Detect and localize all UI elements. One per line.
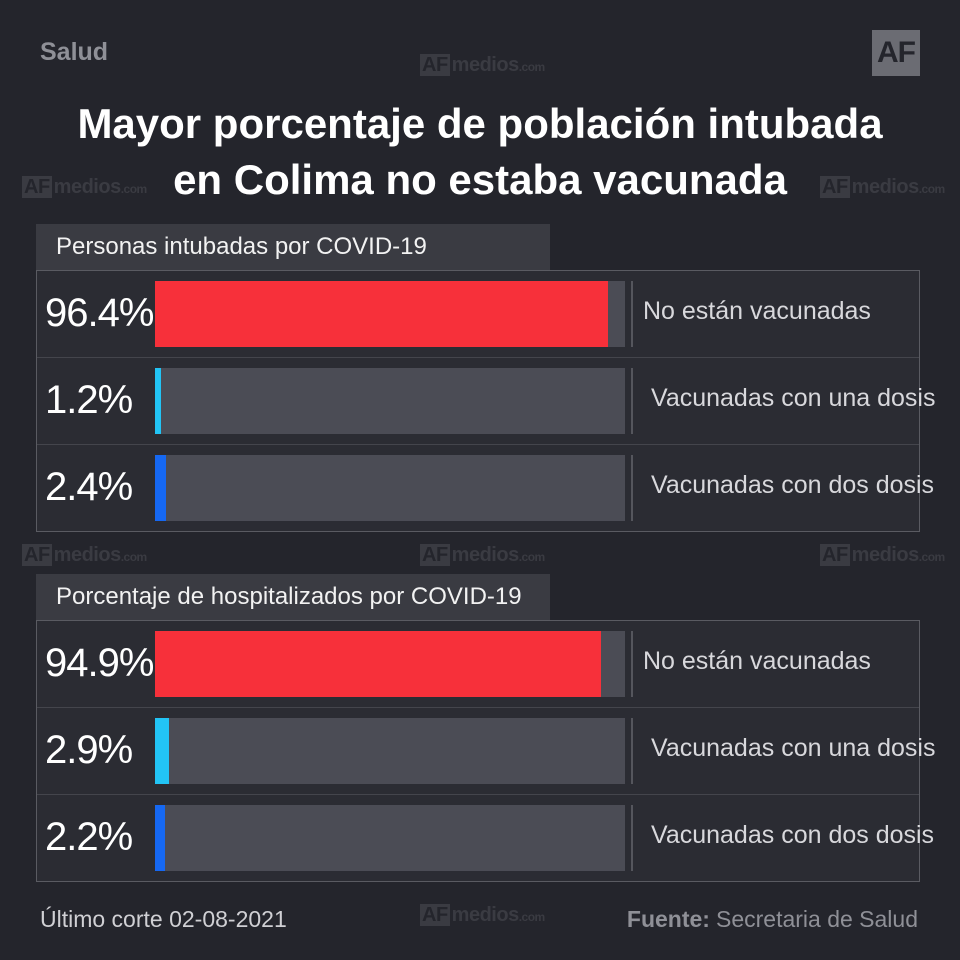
- bar-track: [155, 718, 625, 784]
- bar-row: 96.4% No están vacunadas: [37, 271, 919, 357]
- watermark: AF medios.com: [420, 544, 545, 566]
- category-label: Vacunadas con dos dosis: [651, 821, 935, 849]
- cutoff-date: Último corte 02-08-2021: [40, 906, 287, 932]
- divider: [631, 805, 633, 871]
- bar-track: [155, 368, 625, 434]
- bar: [155, 368, 161, 434]
- bar-row: 1.2% Vacunadas con una dosis: [37, 357, 935, 444]
- bar-track: [155, 281, 625, 347]
- bar-track: [155, 631, 625, 697]
- category-label: Vacunadas con una dosis: [651, 384, 936, 412]
- bar: [155, 805, 165, 871]
- af-logo: AF: [872, 30, 920, 76]
- chart-title: Porcentaje de hospitalizados por COVID-1…: [36, 574, 550, 620]
- watermark: AF medios.com: [22, 176, 147, 198]
- page-title: Mayor porcentaje de población intubada e…: [0, 96, 960, 208]
- title-line-1: Mayor porcentaje de población intubada: [77, 100, 883, 147]
- value-label: 1.2%: [45, 378, 133, 422]
- bar-track: [155, 455, 625, 521]
- bar-row: 2.9% Vacunadas con una dosis: [37, 707, 935, 794]
- category-label: Salud: [40, 38, 109, 66]
- chart-intubadas: Personas intubadas por COVID-19 96.4% No…: [36, 224, 935, 534]
- bar: [155, 455, 166, 521]
- source-value: Secretaria de Salud: [715, 906, 918, 932]
- bar-row: 2.4% Vacunadas con dos dosis: [37, 444, 934, 531]
- divider: [631, 455, 633, 521]
- bar: [155, 631, 601, 697]
- watermark: AF medios.com: [820, 176, 945, 198]
- category-label: No están vacunadas: [643, 647, 871, 675]
- bar-row: 94.9% No están vacunadas: [37, 621, 919, 707]
- chart-panel: 96.4% No están vacunadas 1.2% Vacunadas …: [36, 270, 935, 532]
- divider: [631, 631, 633, 697]
- watermark: AF medios.com: [420, 54, 545, 76]
- value-label: 2.9%: [45, 728, 133, 772]
- divider: [631, 368, 633, 434]
- source-note: Fuente: Secretaria de Salud: [627, 906, 918, 933]
- chart-title: Personas intubadas por COVID-19: [36, 224, 550, 270]
- category-label: Vacunadas con una dosis: [651, 734, 936, 762]
- value-label: 96.4%: [45, 291, 154, 335]
- value-label: 2.4%: [45, 465, 133, 509]
- watermark: AF medios.com: [820, 544, 945, 566]
- watermark: AF medios.com: [420, 904, 545, 926]
- bar-row: 2.2% Vacunadas con dos dosis: [37, 794, 934, 881]
- title-line-2: en Colima no estaba vacunada: [173, 156, 787, 203]
- chart-hospitalizados: Porcentaje de hospitalizados por COVID-1…: [36, 574, 935, 884]
- bar: [155, 281, 608, 347]
- bar: [155, 718, 169, 784]
- divider: [631, 718, 633, 784]
- watermark: AF medios.com: [22, 544, 147, 566]
- value-label: 94.9%: [45, 641, 154, 685]
- category-label: Vacunadas con dos dosis: [651, 471, 935, 499]
- source-label: Fuente:: [626, 906, 710, 932]
- chart-panel: 94.9% No están vacunadas 2.9% Vacunadas …: [36, 620, 935, 882]
- divider: [631, 281, 633, 347]
- category-label: No están vacunadas: [643, 297, 871, 325]
- value-label: 2.2%: [45, 815, 133, 859]
- bar-track: [155, 805, 625, 871]
